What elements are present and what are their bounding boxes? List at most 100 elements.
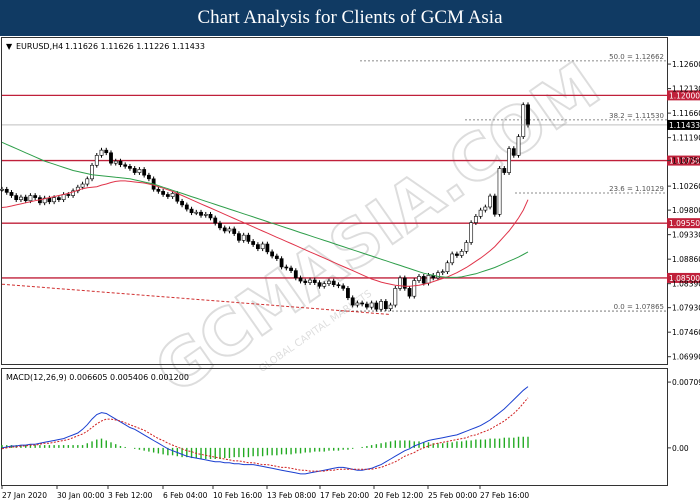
price-candle-body — [113, 160, 118, 164]
price-candle-body — [526, 104, 530, 126]
macd-tick-label: 0.00709 — [672, 378, 700, 387]
level-label-bg — [667, 218, 700, 229]
price-candle-body — [478, 209, 483, 217]
price-candle-body — [33, 195, 38, 198]
price-candle-body — [203, 214, 208, 216]
price-candle-body — [118, 160, 123, 166]
price-candle-body — [80, 183, 85, 188]
price-axis: 1.12600 1.12130 1.11660 1.11190 1.10750 1.102… — [667, 60, 700, 362]
price-candle-body — [322, 283, 327, 287]
price-candle-body — [255, 244, 260, 250]
price-candle-body — [71, 190, 75, 196]
price-tick-label: 1.09330 — [672, 231, 700, 240]
price-candle-body — [132, 168, 137, 173]
price-candle-body — [147, 174, 151, 180]
price-candle-body — [208, 214, 213, 219]
price-candle-body — [246, 234, 251, 242]
page-title: Chart Analysis for Clients of GCM Asia — [197, 7, 503, 28]
header-banner: Chart Analysis for Clients of GCM Asia — [0, 0, 700, 36]
current-price-label: 1.11433 — [669, 121, 700, 130]
price-candle-body — [142, 169, 147, 176]
price-candle-body — [303, 280, 308, 283]
price-candle-body — [227, 228, 232, 232]
level-label-bg — [667, 155, 700, 166]
price-candle-body — [369, 302, 374, 308]
time-tick-label: 20 Feb 12:00 — [374, 491, 423, 500]
price-candle-body — [14, 195, 19, 200]
price-candle-body — [175, 193, 180, 202]
price-series: 1.11433 — [0, 102, 700, 315]
price-candle-body — [374, 302, 379, 310]
price-candle-body — [516, 136, 521, 156]
price-candle-body — [265, 243, 270, 253]
level-label: 1.09550 — [669, 219, 700, 228]
price-candle-body — [47, 197, 52, 203]
price-candle-body — [417, 276, 421, 281]
price-candle-body — [218, 222, 222, 229]
macd-indicator: 0.00709 0.00 — [1, 378, 700, 475]
price-candle-body — [507, 148, 511, 173]
time-tick-label: 3 Feb 12:00 — [108, 491, 153, 500]
symbol-label: EURUSD,H4 — [16, 42, 63, 51]
price-candle-body — [459, 251, 464, 256]
price-candle-body — [104, 149, 109, 154]
price-candle-body — [274, 255, 279, 259]
price-tick-label: 1.11190 — [672, 134, 700, 143]
price-candle-body — [165, 194, 170, 197]
price-candle-body — [9, 192, 14, 196]
price-tick-label: 1.07460 — [672, 328, 700, 337]
price-candle-body — [464, 242, 469, 252]
price-candle-body — [128, 166, 132, 169]
time-tick-label: 6 Feb 04:00 — [163, 491, 208, 500]
price-candle-body — [109, 152, 113, 164]
current-price-label-bg — [667, 119, 700, 130]
price-candle-body — [341, 285, 346, 289]
level-label-bg — [667, 272, 700, 283]
price-candle-body — [312, 279, 317, 283]
level-label: 1.10750 — [669, 157, 700, 166]
price-candle-body — [388, 304, 393, 310]
price-candle-body — [75, 186, 80, 192]
fib-label: 38.2 = 1.11530 — [609, 112, 664, 120]
price-candle-body — [241, 234, 246, 241]
level-label-bg — [667, 90, 700, 101]
symbol-dropdown-icon[interactable]: ▼ — [6, 42, 13, 51]
price-candle-body — [350, 297, 355, 306]
level-label: 1.08500 — [669, 274, 700, 283]
price-candle-body — [180, 200, 184, 206]
price-candle-body — [137, 169, 142, 173]
price-candle-body — [355, 302, 360, 306]
price-candle-body — [28, 195, 33, 202]
price-candle-body — [492, 195, 497, 215]
time-tick-label: 27 Jan 2020 — [2, 491, 47, 500]
price-tick-label: 1.11660 — [672, 109, 700, 118]
price-candle-body — [488, 195, 492, 208]
price-candle-body — [317, 282, 322, 287]
price-candle-body — [61, 194, 66, 200]
price-candle-body — [308, 279, 312, 283]
price-candle-body — [450, 253, 455, 264]
macd-line — [1, 386, 529, 475]
price-candle-body — [279, 258, 284, 268]
price-candle-body — [199, 211, 203, 216]
price-tick-label: 1.12130 — [672, 85, 700, 94]
price-candle-body — [521, 104, 526, 137]
price-candle-body — [473, 216, 478, 223]
price-candle-body — [85, 178, 90, 185]
macd-label: MACD(12,26,9) 0.006605 0.005406 0.001200 — [6, 373, 189, 382]
price-candle-body — [52, 197, 57, 203]
price-candle-body — [483, 206, 488, 211]
price-candle-body — [213, 217, 218, 224]
price-candle-body — [455, 253, 459, 256]
price-candle-body — [293, 270, 298, 279]
price-candle-body — [42, 197, 47, 204]
price-candle-body — [497, 168, 502, 215]
time-tick-label: 25 Feb 00:00 — [428, 491, 477, 500]
fib-label: 23.6 = 1.10129 — [609, 185, 664, 193]
macd-panel-frame — [1, 368, 668, 486]
price-candle-body — [66, 194, 71, 196]
price-candle-body — [502, 168, 507, 173]
price-candle-body — [222, 227, 227, 232]
price-candle-body — [270, 251, 275, 257]
price-candle-body — [445, 262, 450, 272]
